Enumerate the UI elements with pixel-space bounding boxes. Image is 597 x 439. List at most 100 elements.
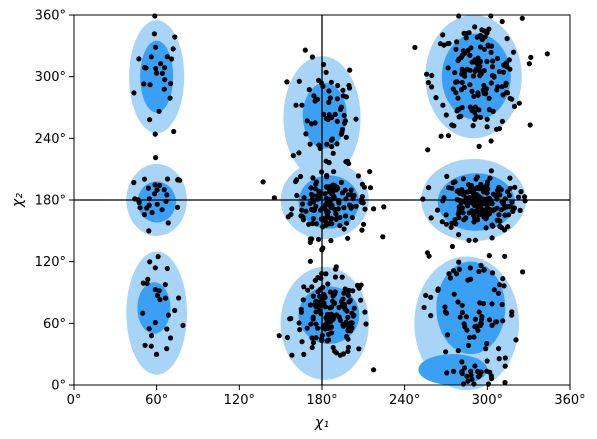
data-point xyxy=(346,82,352,89)
data-point xyxy=(147,82,153,88)
data-point xyxy=(484,368,490,374)
data-point xyxy=(462,50,468,56)
data-point xyxy=(332,348,338,354)
data-point xyxy=(145,276,151,282)
data-point xyxy=(460,210,466,216)
data-point xyxy=(484,202,490,209)
data-point xyxy=(345,336,351,342)
data-point xyxy=(480,211,486,218)
data-point xyxy=(288,211,294,218)
data-point xyxy=(489,322,495,328)
data-point xyxy=(345,314,351,320)
data-point xyxy=(147,259,153,265)
data-point xyxy=(325,312,331,318)
data-point xyxy=(276,333,282,339)
data-point xyxy=(145,185,151,191)
data-point xyxy=(309,54,315,60)
x-axis-label: χ₁ xyxy=(314,415,329,431)
data-point xyxy=(294,192,300,199)
data-point xyxy=(445,332,451,338)
data-point xyxy=(496,356,502,362)
data-point xyxy=(452,179,458,185)
data-point xyxy=(151,191,158,197)
data-point xyxy=(482,34,488,40)
data-point xyxy=(528,54,534,61)
data-point xyxy=(469,376,475,382)
data-point xyxy=(329,221,335,227)
data-point xyxy=(161,187,167,193)
data-point xyxy=(337,222,343,229)
data-point xyxy=(443,349,449,355)
data-point xyxy=(456,13,462,19)
data-point xyxy=(170,46,176,52)
data-point xyxy=(478,369,484,375)
data-point xyxy=(480,189,487,195)
data-point xyxy=(341,112,347,119)
data-point xyxy=(467,188,473,194)
data-point xyxy=(351,305,357,311)
data-point xyxy=(444,173,450,179)
data-point xyxy=(426,185,432,191)
data-point xyxy=(328,318,334,324)
data-point xyxy=(325,196,331,202)
data-point xyxy=(475,327,481,333)
data-point xyxy=(315,289,321,295)
data-point xyxy=(361,184,367,190)
data-point xyxy=(520,269,526,275)
data-point xyxy=(490,58,496,64)
data-point xyxy=(345,344,352,350)
data-point xyxy=(338,179,344,185)
data-point xyxy=(489,64,496,70)
data-point xyxy=(493,319,499,325)
data-point xyxy=(496,282,503,288)
data-point xyxy=(438,133,444,139)
data-point xyxy=(495,217,501,223)
data-point xyxy=(475,90,481,96)
data-point xyxy=(349,214,355,221)
data-point xyxy=(497,223,503,229)
data-point xyxy=(271,195,277,201)
data-point xyxy=(164,176,171,182)
data-point xyxy=(454,79,460,85)
data-point xyxy=(326,337,332,343)
data-point xyxy=(353,116,359,122)
data-point xyxy=(513,337,519,343)
data-point xyxy=(329,136,335,142)
data-point xyxy=(329,330,335,336)
data-point xyxy=(488,80,494,86)
data-point xyxy=(313,309,319,315)
data-point xyxy=(486,95,492,101)
data-point xyxy=(495,290,502,296)
data-point xyxy=(449,220,455,226)
data-point xyxy=(465,378,471,384)
data-point xyxy=(459,205,465,211)
data-point xyxy=(296,78,302,84)
data-point xyxy=(499,118,505,124)
data-point xyxy=(500,318,506,324)
data-point xyxy=(488,168,494,174)
data-point xyxy=(141,81,147,87)
data-point xyxy=(464,373,470,379)
data-point xyxy=(152,286,158,293)
data-point xyxy=(470,123,476,129)
data-point xyxy=(494,205,500,211)
data-point xyxy=(165,220,171,226)
data-point xyxy=(334,312,340,318)
data-point xyxy=(468,368,474,374)
data-point xyxy=(298,306,304,312)
data-point xyxy=(304,118,310,124)
data-point xyxy=(164,265,170,272)
data-point xyxy=(152,131,158,137)
data-point xyxy=(507,185,513,191)
data-point xyxy=(344,321,350,327)
data-point xyxy=(308,191,314,197)
data-point xyxy=(478,317,485,323)
data-point xyxy=(459,87,465,93)
data-point xyxy=(488,49,494,55)
data-point xyxy=(328,216,334,222)
data-point xyxy=(341,226,347,232)
data-point xyxy=(371,367,377,373)
data-point xyxy=(325,281,331,287)
data-point xyxy=(293,102,299,108)
data-point xyxy=(355,173,361,179)
